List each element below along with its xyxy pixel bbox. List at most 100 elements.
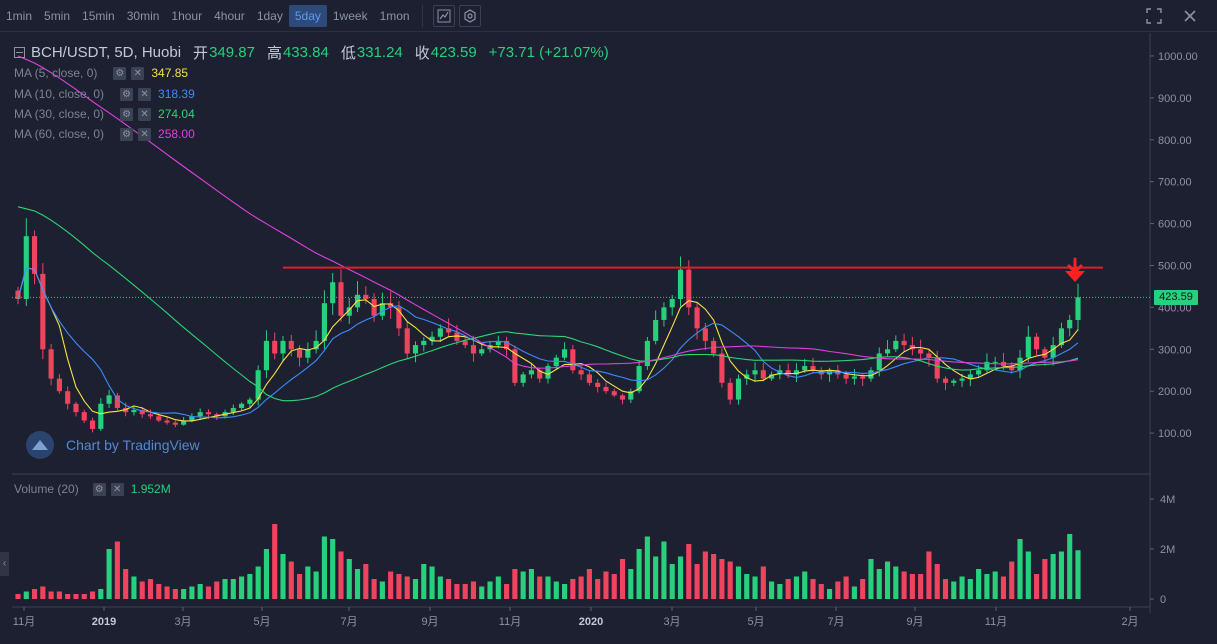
- candle-body: [131, 410, 137, 413]
- volume-bar: [619, 559, 626, 599]
- collapse-legend-icon[interactable]: [14, 46, 25, 58]
- time-tick-label: 2月: [1121, 616, 1138, 628]
- candle-body: [545, 366, 551, 379]
- volume-bar: [189, 586, 195, 599]
- candle-body: [735, 378, 742, 400]
- candle-body: [603, 387, 609, 392]
- change-value: +73.71 (+21.07%): [488, 43, 609, 61]
- fullscreen-icon[interactable]: [1143, 5, 1165, 27]
- candle-body: [263, 340, 270, 371]
- price-tick-label: 500.00: [1158, 260, 1192, 272]
- timeframe-30min[interactable]: 30min: [126, 8, 160, 23]
- volume-bar: [429, 566, 435, 599]
- timeframe-15min[interactable]: 15min: [82, 8, 115, 23]
- volume-bar: [545, 576, 551, 599]
- timeframe-1mon[interactable]: 1mon: [379, 8, 410, 23]
- close-icon[interactable]: [1179, 5, 1201, 27]
- volume-bar: [255, 566, 261, 599]
- ma10-legend: MA (10, close, 0) ⚙ ✕ 318.39: [14, 85, 195, 103]
- candle-body: [48, 349, 54, 379]
- timeframe-1min[interactable]: 1min: [6, 8, 33, 23]
- candle-body: [860, 376, 866, 379]
- close-value: 423.59: [430, 43, 477, 61]
- volume-bar: [661, 541, 667, 599]
- volume-bar: [1042, 559, 1048, 599]
- volume-bar: [470, 581, 477, 599]
- candle-body: [1067, 319, 1073, 329]
- volume-bar: [346, 559, 352, 599]
- volume-bar: [164, 586, 170, 599]
- volume-bar: [802, 571, 808, 599]
- price-chart[interactable]: 1000.00 900.00 800.00 700.00 600.00 500.00 400…: [0, 33, 1217, 644]
- ma10-settings-icon[interactable]: ⚙: [120, 87, 134, 101]
- volume-bar: [818, 584, 824, 599]
- timeframe-4hour[interactable]: 4hour: [214, 8, 245, 23]
- ma30-settings-icon[interactable]: ⚙: [120, 107, 134, 121]
- candle-body: [752, 370, 758, 375]
- ma5-settings-icon[interactable]: ⚙: [113, 66, 127, 80]
- candle-body: [189, 416, 195, 421]
- volume-settings-icon[interactable]: ⚙: [92, 482, 106, 496]
- candle-body: [851, 376, 857, 379]
- candle-body: [992, 361, 998, 363]
- candle-body: [147, 414, 154, 417]
- time-tick-label: 11月: [13, 616, 35, 628]
- ma10-label: MA (10, close, 0): [14, 87, 105, 101]
- candle-body: [570, 349, 576, 371]
- volume-bar: [918, 574, 924, 599]
- ma60-remove-icon[interactable]: ✕: [138, 127, 152, 141]
- volume-bar: [694, 564, 700, 599]
- volume-remove-icon[interactable]: ✕: [110, 482, 124, 496]
- ma30-line: [17, 206, 1079, 402]
- volume-bar: [31, 589, 38, 599]
- candle-body: [379, 303, 385, 316]
- candle-body: [661, 307, 667, 320]
- volume-bar: [1075, 550, 1081, 599]
- price-tick-label: 100.00: [1158, 428, 1192, 440]
- volume-bar: [727, 561, 733, 599]
- timeframe-1hour[interactable]: 1hour: [171, 8, 203, 23]
- volume-bar: [1034, 574, 1040, 599]
- ma10-value: 318.39: [158, 87, 195, 101]
- candle-body: [31, 236, 38, 274]
- timeframe-5min[interactable]: 5min: [44, 8, 71, 23]
- ma10-remove-icon[interactable]: ✕: [138, 87, 152, 101]
- candle-body: [114, 395, 120, 408]
- timeframe-5day[interactable]: 5day: [288, 4, 327, 27]
- timeframe-1week[interactable]: 1week: [332, 8, 368, 23]
- candle-body: [719, 353, 725, 383]
- candle-body: [346, 307, 352, 316]
- open-label: 开: [193, 44, 209, 62]
- volume-bar: [561, 584, 568, 599]
- volume-bar: [156, 584, 162, 599]
- candle-body: [951, 380, 957, 383]
- volume-bar: [330, 539, 336, 599]
- time-tick-label: 11月: [985, 616, 1007, 628]
- tradingview-watermark[interactable]: Chart by TradingView: [26, 431, 200, 459]
- ma60-settings-icon[interactable]: ⚙: [120, 127, 134, 141]
- volume-bar: [959, 576, 965, 599]
- candle-body: [280, 340, 286, 354]
- candle-body: [421, 340, 427, 346]
- time-tick-label: 2020: [579, 616, 603, 628]
- volume-bar: [106, 549, 112, 599]
- candle-body: [967, 374, 973, 379]
- volume-bar: [1000, 576, 1007, 599]
- expand-panel-handle[interactable]: ‹: [0, 552, 9, 576]
- ma5-remove-icon[interactable]: ✕: [131, 66, 145, 80]
- volume-bar: [810, 579, 816, 599]
- candle-body: [793, 370, 800, 375]
- chart-type-icon[interactable]: [432, 4, 455, 27]
- volume-bar: [48, 591, 54, 599]
- ma30-remove-icon[interactable]: ✕: [138, 107, 152, 121]
- candle-body: [230, 407, 236, 413]
- candle-body: [429, 336, 435, 341]
- volume-bar: [934, 564, 940, 599]
- settings-icon[interactable]: [458, 4, 481, 27]
- volume-bar: [371, 579, 377, 599]
- candle-body: [504, 340, 510, 350]
- volume-bar: [520, 571, 526, 599]
- candle-body: [197, 412, 203, 417]
- timeframe-1day[interactable]: 1day: [256, 8, 283, 23]
- time-tick-label: 2019: [92, 616, 116, 628]
